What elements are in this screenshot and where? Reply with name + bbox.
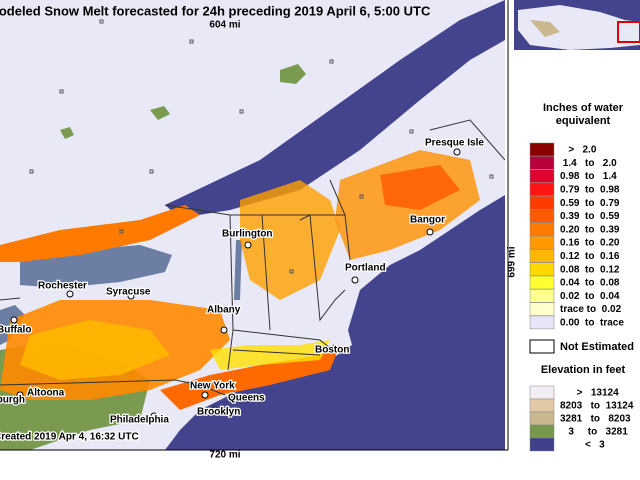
scale-label: 604 mi	[209, 20, 240, 31]
legend-label: 0.79 to 0.98	[560, 185, 620, 196]
legend-label: 0.98 to 1.4	[560, 171, 617, 182]
legend-label: 0.59 to 0.79	[560, 198, 620, 209]
legend-swatch	[529, 235, 555, 250]
city-label: Brooklyn	[197, 407, 240, 418]
city-marker	[16, 391, 24, 399]
legend-swatch	[529, 222, 555, 237]
legend-label: 1.4 to 2.0	[560, 158, 617, 169]
city-label: Pittsburgh	[0, 395, 25, 406]
legend-title: equivalent	[556, 115, 611, 127]
city-label: Bangor	[410, 215, 445, 226]
melt-area	[20, 320, 170, 380]
city-marker	[150, 412, 158, 420]
legend-label: 0.16 to 0.20	[560, 238, 620, 249]
melt-area	[0, 205, 200, 262]
city-marker	[426, 228, 434, 236]
legend-label: 0.08 to 0.12	[560, 264, 620, 275]
lake	[234, 240, 242, 300]
legend-swatch	[529, 142, 555, 157]
state-line	[0, 119, 505, 396]
city-label: Boston	[315, 345, 349, 356]
legend-swatch	[529, 169, 555, 183]
legend-title: Elevation in feet	[541, 364, 626, 376]
station-markers	[29, 19, 494, 274]
legend-label: 0.00 to trace	[560, 318, 624, 329]
legend-label: 0.12 to 0.16	[560, 251, 620, 262]
legend-swatch	[529, 195, 555, 210]
city-marker	[453, 148, 461, 156]
legend-swatch	[529, 437, 555, 452]
legend-label: 3281 to 8203	[560, 414, 631, 425]
city-marker	[211, 406, 219, 414]
title: Modeled Snow Melt forecasted for 24h pre…	[0, 3, 431, 18]
created-note: Created 2019 Apr 4, 16:32 UTC	[0, 432, 139, 443]
city-label: Syracuse	[106, 287, 151, 298]
scale-label: 720 mi	[209, 450, 240, 461]
city-label: Altoona	[27, 388, 65, 399]
legend-swatch	[529, 289, 555, 303]
legend-swatch	[529, 249, 555, 263]
legend-label: > 13124	[560, 388, 619, 399]
city-label: Philadelphia	[110, 415, 169, 426]
legend-label: < 3	[560, 440, 605, 451]
city-label: Rochester	[38, 281, 87, 292]
city-marker	[351, 276, 359, 284]
legend-swatch	[529, 385, 555, 400]
legend-swatch	[529, 339, 555, 354]
map	[0, 0, 505, 450]
legend-swatch	[529, 262, 555, 276]
legend-label: Not Estimated	[560, 341, 634, 353]
city-label: New York	[190, 381, 235, 392]
city-label: Presque Isle	[425, 138, 484, 149]
legend-swatch	[529, 275, 555, 290]
city-marker	[127, 292, 135, 300]
legend-label: 8203 to 13124	[560, 401, 634, 412]
legend-label: 0.20 to 0.39	[560, 224, 620, 235]
legend-swatch	[529, 182, 555, 197]
legend-label: 0.39 to 0.59	[560, 211, 620, 222]
melt-area	[380, 165, 460, 210]
legend-label: trace to 0.02	[560, 304, 622, 315]
city-label: Buffalo	[0, 325, 31, 336]
city-label: Burlington	[222, 229, 273, 240]
legend-label: 3 to 3281	[560, 427, 628, 438]
inset-map	[514, 0, 640, 50]
legend-swatch	[529, 424, 555, 439]
melt-area	[210, 340, 330, 370]
city-marker	[10, 316, 18, 324]
river	[165, 0, 505, 218]
legend-swatch	[529, 156, 555, 170]
city-marker	[220, 326, 228, 334]
legend-label: > 2.0	[560, 145, 597, 156]
legend-swatch	[529, 315, 555, 330]
legend-swatch	[529, 398, 555, 413]
city-label: Queens	[228, 393, 265, 404]
legend-swatch	[529, 302, 555, 316]
legend-title: Inches of water	[543, 102, 624, 114]
city-label: Portland	[345, 263, 386, 274]
city-marker	[234, 394, 242, 402]
elevation-patch	[60, 64, 306, 139]
city-marker	[244, 241, 252, 249]
city-label: Albany	[207, 305, 241, 316]
city-marker	[0, 396, 4, 404]
legend-label: 0.02 to 0.04	[560, 291, 620, 302]
city-marker	[201, 391, 209, 399]
city-marker	[66, 290, 74, 298]
scale-label: 699 mi	[507, 246, 518, 277]
legend-label: 0.04 to 0.08	[560, 278, 620, 289]
legend-swatch	[529, 209, 555, 223]
city-marker	[331, 344, 339, 352]
cities: Presque Isle Bangor Burlington Portland Roch…	[0, 136, 486, 427]
legend-swatch	[529, 411, 555, 426]
